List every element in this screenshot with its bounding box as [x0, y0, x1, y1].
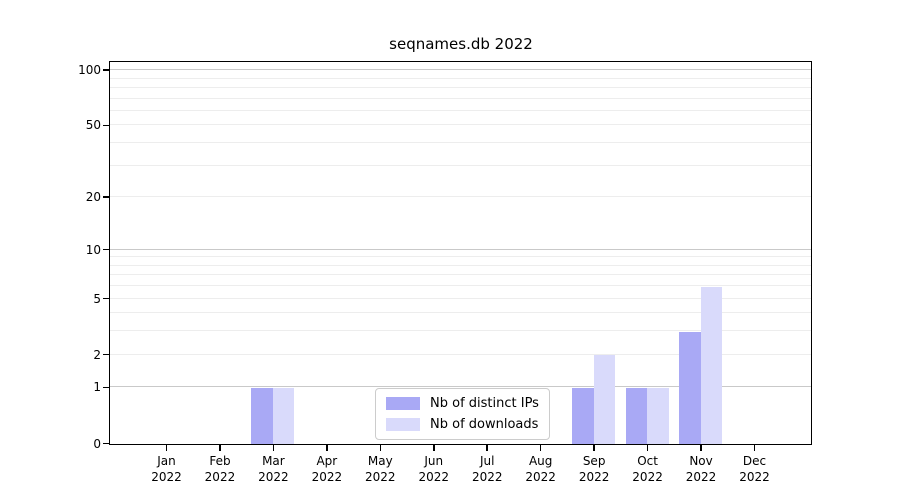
bar-nb-of-distinct-ips-sep-2022	[572, 387, 594, 444]
gridline-minor	[110, 142, 811, 144]
y-tick-label: 1	[93, 380, 101, 395]
legend-label-distinct-ips: Nb of distinct IPs	[430, 396, 539, 411]
y-tickmark	[103, 297, 109, 300]
x-tickmark	[539, 445, 542, 451]
bar-nb-of-downloads-mar-2022	[272, 387, 295, 444]
x-tick-label: Feb 2022	[204, 454, 236, 484]
bar-layer	[110, 62, 811, 444]
legend-swatch-downloads-icon	[386, 418, 420, 431]
x-tick-label: Jan 2022	[151, 454, 182, 484]
y-tick-label: 10	[85, 242, 101, 257]
x-tick-label: Sep 2022	[578, 454, 610, 484]
y-tick-label: 0	[93, 436, 101, 451]
bar-nb-of-downloads-oct-2022	[647, 387, 669, 444]
x-tickmark	[753, 445, 756, 451]
gridline-minor	[110, 256, 811, 258]
gridline-minor	[110, 109, 811, 111]
legend: Nb of distinct IPs Nb of downloads	[375, 388, 550, 440]
gridline-minor	[110, 353, 811, 355]
x-tick-label: Nov 2022	[685, 454, 717, 484]
legend-item-distinct-ips: Nb of distinct IPs	[386, 396, 539, 411]
y-tickmark	[103, 69, 109, 71]
gridline-minor	[110, 297, 811, 299]
y-tickmark	[103, 196, 109, 198]
bar-nb-of-distinct-ips-nov-2022	[679, 331, 701, 444]
gridline-minor	[110, 124, 811, 126]
gridline-major	[110, 386, 811, 388]
x-tick-label: Oct 2022	[632, 454, 663, 484]
x-tick-label: Mar 2022	[258, 454, 289, 484]
y-tickmark	[103, 124, 109, 127]
gridline-minor	[110, 312, 811, 314]
x-tickmark	[593, 445, 595, 451]
x-tickmark	[219, 445, 221, 451]
gridline-minor	[110, 196, 811, 198]
legend-item-downloads: Nb of downloads	[386, 417, 539, 432]
bar-nb-of-distinct-ips-mar-2022	[251, 387, 273, 444]
gridline-minor	[110, 77, 811, 79]
grid-layer	[110, 62, 811, 444]
bar-nb-of-downloads-nov-2022	[700, 286, 723, 444]
x-tick-label: Dec 2022	[739, 454, 770, 484]
y-tick-label: 5	[93, 291, 101, 306]
gridline-minor	[110, 264, 811, 266]
x-tickmark	[646, 445, 649, 451]
gridline-minor	[110, 285, 811, 287]
x-tickmark	[326, 445, 328, 451]
y-tick-label: 2	[93, 347, 101, 362]
y-tickmark	[103, 353, 109, 356]
x-tickmark	[165, 445, 168, 451]
x-tickmark	[486, 445, 488, 451]
bar-nb-of-distinct-ips-oct-2022	[625, 387, 648, 444]
legend-swatch-distinct-ips-icon	[386, 397, 420, 410]
gridline-minor	[110, 86, 811, 88]
gridline-minor	[110, 330, 811, 332]
bar-nb-of-downloads-sep-2022	[593, 355, 616, 444]
x-tickmark	[700, 445, 702, 451]
x-tick-label: Aug 2022	[525, 454, 556, 484]
x-tick-label: May 2022	[365, 454, 396, 484]
legend-label-downloads: Nb of downloads	[430, 417, 539, 432]
x-tick-label: Jun 2022	[418, 454, 450, 484]
y-tickmark	[103, 442, 109, 445]
y-tick-label: 100	[78, 63, 101, 78]
chart-title: seqnames.db 2022	[389, 35, 533, 53]
gridline-major	[110, 248, 811, 250]
y-tick-label: 20	[85, 190, 101, 205]
x-tickmark	[272, 445, 275, 451]
x-tick-label: Apr 2022	[311, 454, 343, 484]
y-tick-label: 50	[85, 118, 101, 133]
gridline-minor	[110, 274, 811, 276]
x-tick-label: Jul 2022	[471, 454, 503, 484]
gridline-minor	[110, 164, 811, 166]
y-tickmark	[103, 248, 109, 251]
x-tickmark	[433, 445, 435, 451]
y-tickmark	[103, 386, 109, 389]
x-tickmark	[379, 445, 382, 451]
gridline-major	[110, 69, 811, 71]
plot-area: Nb of distinct IPs Nb of downloads	[109, 61, 812, 445]
gridline-minor	[110, 97, 811, 99]
